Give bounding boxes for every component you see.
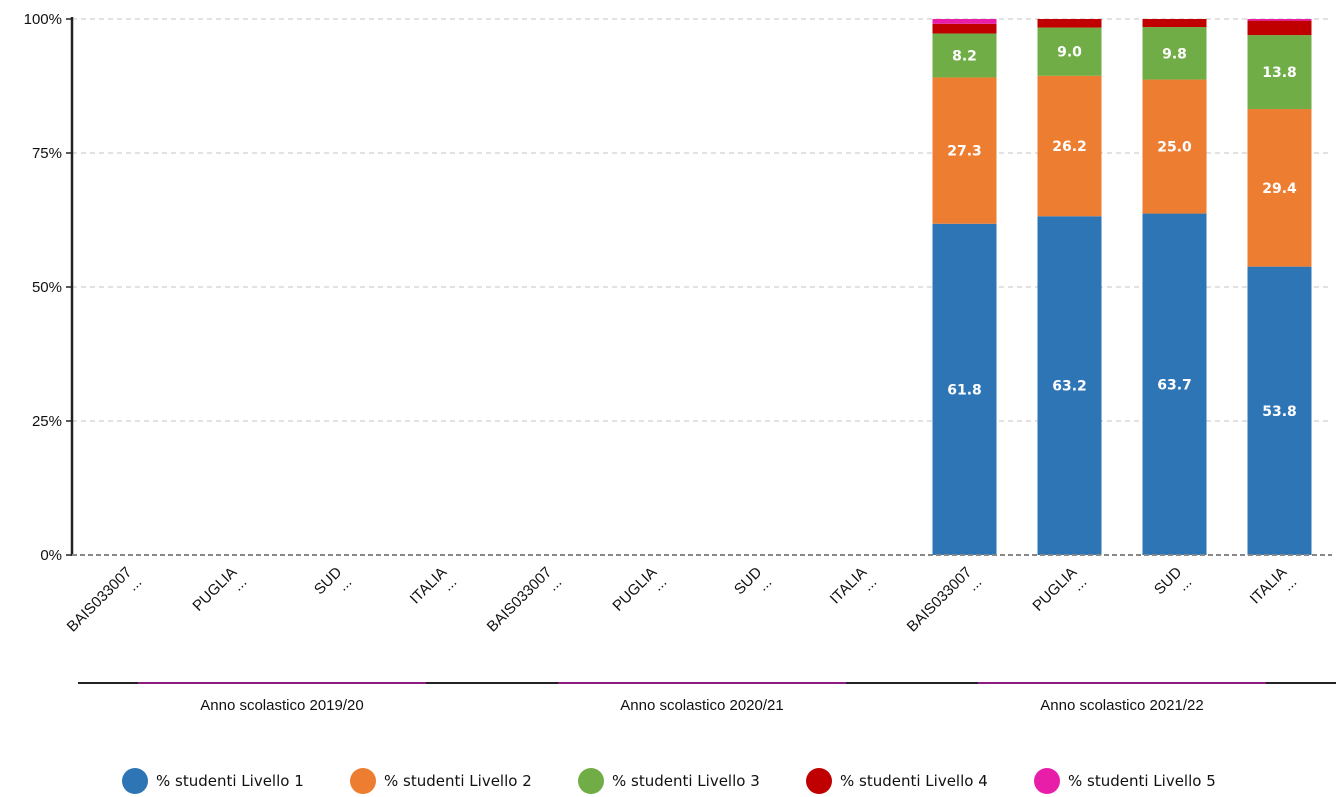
x-tick-label-line1: BAIS033007 <box>484 564 556 636</box>
legend-swatch <box>122 768 148 794</box>
x-tick-label: BAIS033007... <box>904 564 985 636</box>
group-labels: Anno scolastico 2019/20 Anno scolastico 2… <box>78 682 1336 714</box>
data-label: 29.4 <box>1262 181 1297 197</box>
data-label: 13.8 <box>1262 65 1297 81</box>
legend-swatch <box>350 768 376 794</box>
data-label: 9.0 <box>1057 45 1082 61</box>
legend-swatch <box>1034 768 1060 794</box>
legend-item-label: % studenti Livello 4 <box>840 772 988 790</box>
y-tick-label: 25% <box>32 413 62 430</box>
grid-lines <box>72 18 1332 422</box>
x-tick-label-line1: PUGLIA <box>1029 564 1080 615</box>
legend-item-label: % studenti Livello 5 <box>1068 772 1216 790</box>
legend-swatch <box>578 768 604 794</box>
data-label: 63.2 <box>1052 379 1087 395</box>
bar-segment <box>1037 27 1102 76</box>
group-label: Anno scolastico 2021/22 <box>1040 697 1203 714</box>
x-tick-label: BAIS033007... <box>484 564 565 636</box>
x-tick-label: ITALIA... <box>827 564 881 608</box>
bar-segment <box>1247 19 1312 21</box>
x-tick-label-line1: BAIS033007 <box>904 564 976 636</box>
data-label: 26.2 <box>1052 139 1087 155</box>
bar-segment <box>1142 213 1207 555</box>
bar-segment <box>1037 216 1102 556</box>
bar-segment <box>1037 75 1102 217</box>
bar-segment <box>1037 19 1102 28</box>
x-tick-label: PUGLIA... <box>609 564 670 615</box>
x-tick-label-line1: PUGLIA <box>189 564 240 615</box>
bar-segment <box>932 23 997 34</box>
bar-segment <box>1247 20 1312 36</box>
axes: 0% 25% 50% 75% 100% <box>24 11 1332 564</box>
legend: % studenti Livello 1 % studenti Livello 2… <box>122 768 1216 794</box>
data-label: 25.0 <box>1157 140 1192 156</box>
bar-segment <box>1142 19 1207 28</box>
bar-segment <box>932 19 997 24</box>
y-tick-label: 75% <box>32 145 62 162</box>
x-tick-label-line1: BAIS033007 <box>64 564 136 636</box>
x-tick-label: PUGLIA... <box>1029 564 1090 615</box>
bar-segment <box>932 33 997 78</box>
x-tick-label: ITALIA... <box>1247 564 1301 608</box>
data-label: 63.7 <box>1157 377 1192 393</box>
x-tick-labels: BAIS033007... PUGLIA... SUD... ITALIA... BAI… <box>64 564 1301 636</box>
legend-item-label: % studenti Livello 1 <box>156 772 304 790</box>
bar-segment <box>932 77 997 224</box>
bars <box>932 19 1312 556</box>
y-tick-label: 0% <box>40 547 62 564</box>
group-label: Anno scolastico 2020/21 <box>620 697 783 714</box>
x-tick-label: SUD... <box>731 564 775 599</box>
data-label: 27.3 <box>947 144 982 160</box>
y-tick-label: 50% <box>32 279 62 296</box>
data-label: 53.8 <box>1262 404 1297 420</box>
bar-segment <box>1247 109 1312 267</box>
group-label: Anno scolastico 2019/20 <box>200 697 363 714</box>
x-tick-label-line1: PUGLIA <box>609 564 660 615</box>
legend-item-label: % studenti Livello 2 <box>384 772 532 790</box>
x-tick-label: SUD... <box>311 564 355 599</box>
legend-swatch <box>806 768 832 794</box>
bar-segment <box>1142 79 1207 214</box>
bar-segment <box>1247 35 1312 110</box>
x-tick-label: PUGLIA... <box>189 564 250 615</box>
data-labels: 61.8 27.3 8.2 63.2 26.2 9.0 63.7 25.0 9.8 53.8 29.… <box>947 45 1297 420</box>
legend-item-label: % studenti Livello 3 <box>612 772 760 790</box>
data-label: 9.8 <box>1162 46 1187 62</box>
data-label: 8.2 <box>952 48 977 64</box>
x-tick-label: BAIS033007... <box>64 564 145 636</box>
bar-segment <box>932 223 997 555</box>
x-tick-label: ITALIA... <box>407 564 461 608</box>
data-label: 61.8 <box>947 382 982 398</box>
bar-segment <box>1247 266 1312 555</box>
bar-segment <box>1142 27 1207 80</box>
x-tick-label: SUD... <box>1151 564 1195 599</box>
y-tick-label: 100% <box>24 11 62 28</box>
